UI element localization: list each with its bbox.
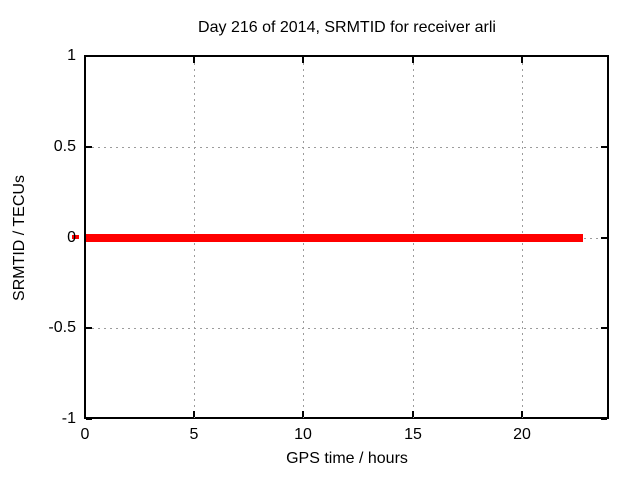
plot-area-border [84, 55, 609, 419]
y-tick-label: -0.5 [48, 319, 76, 336]
chart-title: Day 216 of 2014, SRMTID for receiver arl… [198, 19, 496, 36]
x-tick-top [412, 57, 414, 63]
x-tick-bottom [302, 411, 304, 417]
y-tick-label: 1 [67, 47, 76, 64]
x-tick-bottom [193, 411, 195, 417]
x-axis-label: GPS time / hours [286, 450, 408, 467]
y-tick-left [86, 418, 92, 420]
x-tick-top [521, 57, 523, 63]
y-tick-right [601, 55, 607, 57]
y-tick-left [86, 55, 92, 57]
x-tick-label: 0 [80, 426, 90, 443]
y-tick-label: 0 [67, 229, 76, 246]
y-tick-right [601, 327, 607, 329]
x-tick-label: 5 [189, 426, 199, 443]
x-tick-top [193, 57, 195, 63]
x-tick-top [302, 57, 304, 63]
series-start-dash [72, 235, 79, 239]
x-tick-bottom [84, 411, 86, 417]
x-tick-label: 15 [404, 426, 422, 443]
y-tick-label: -1 [61, 410, 76, 427]
y-tick-label: 0.5 [53, 138, 76, 155]
gridline-horizontal [86, 328, 608, 329]
y-tick-right [601, 146, 607, 148]
y-tick-left [86, 146, 92, 148]
series-line-srmtid [86, 233, 583, 242]
x-tick-bottom [521, 411, 523, 417]
x-tick-label: 10 [294, 426, 312, 443]
y-tick-left [86, 327, 92, 329]
x-tick-bottom [412, 411, 414, 417]
gridline-horizontal [86, 147, 608, 148]
y-tick-right [601, 418, 607, 420]
y-tick-right [601, 237, 607, 239]
x-tick-label: 20 [513, 426, 531, 443]
x-tick-top [84, 57, 86, 63]
